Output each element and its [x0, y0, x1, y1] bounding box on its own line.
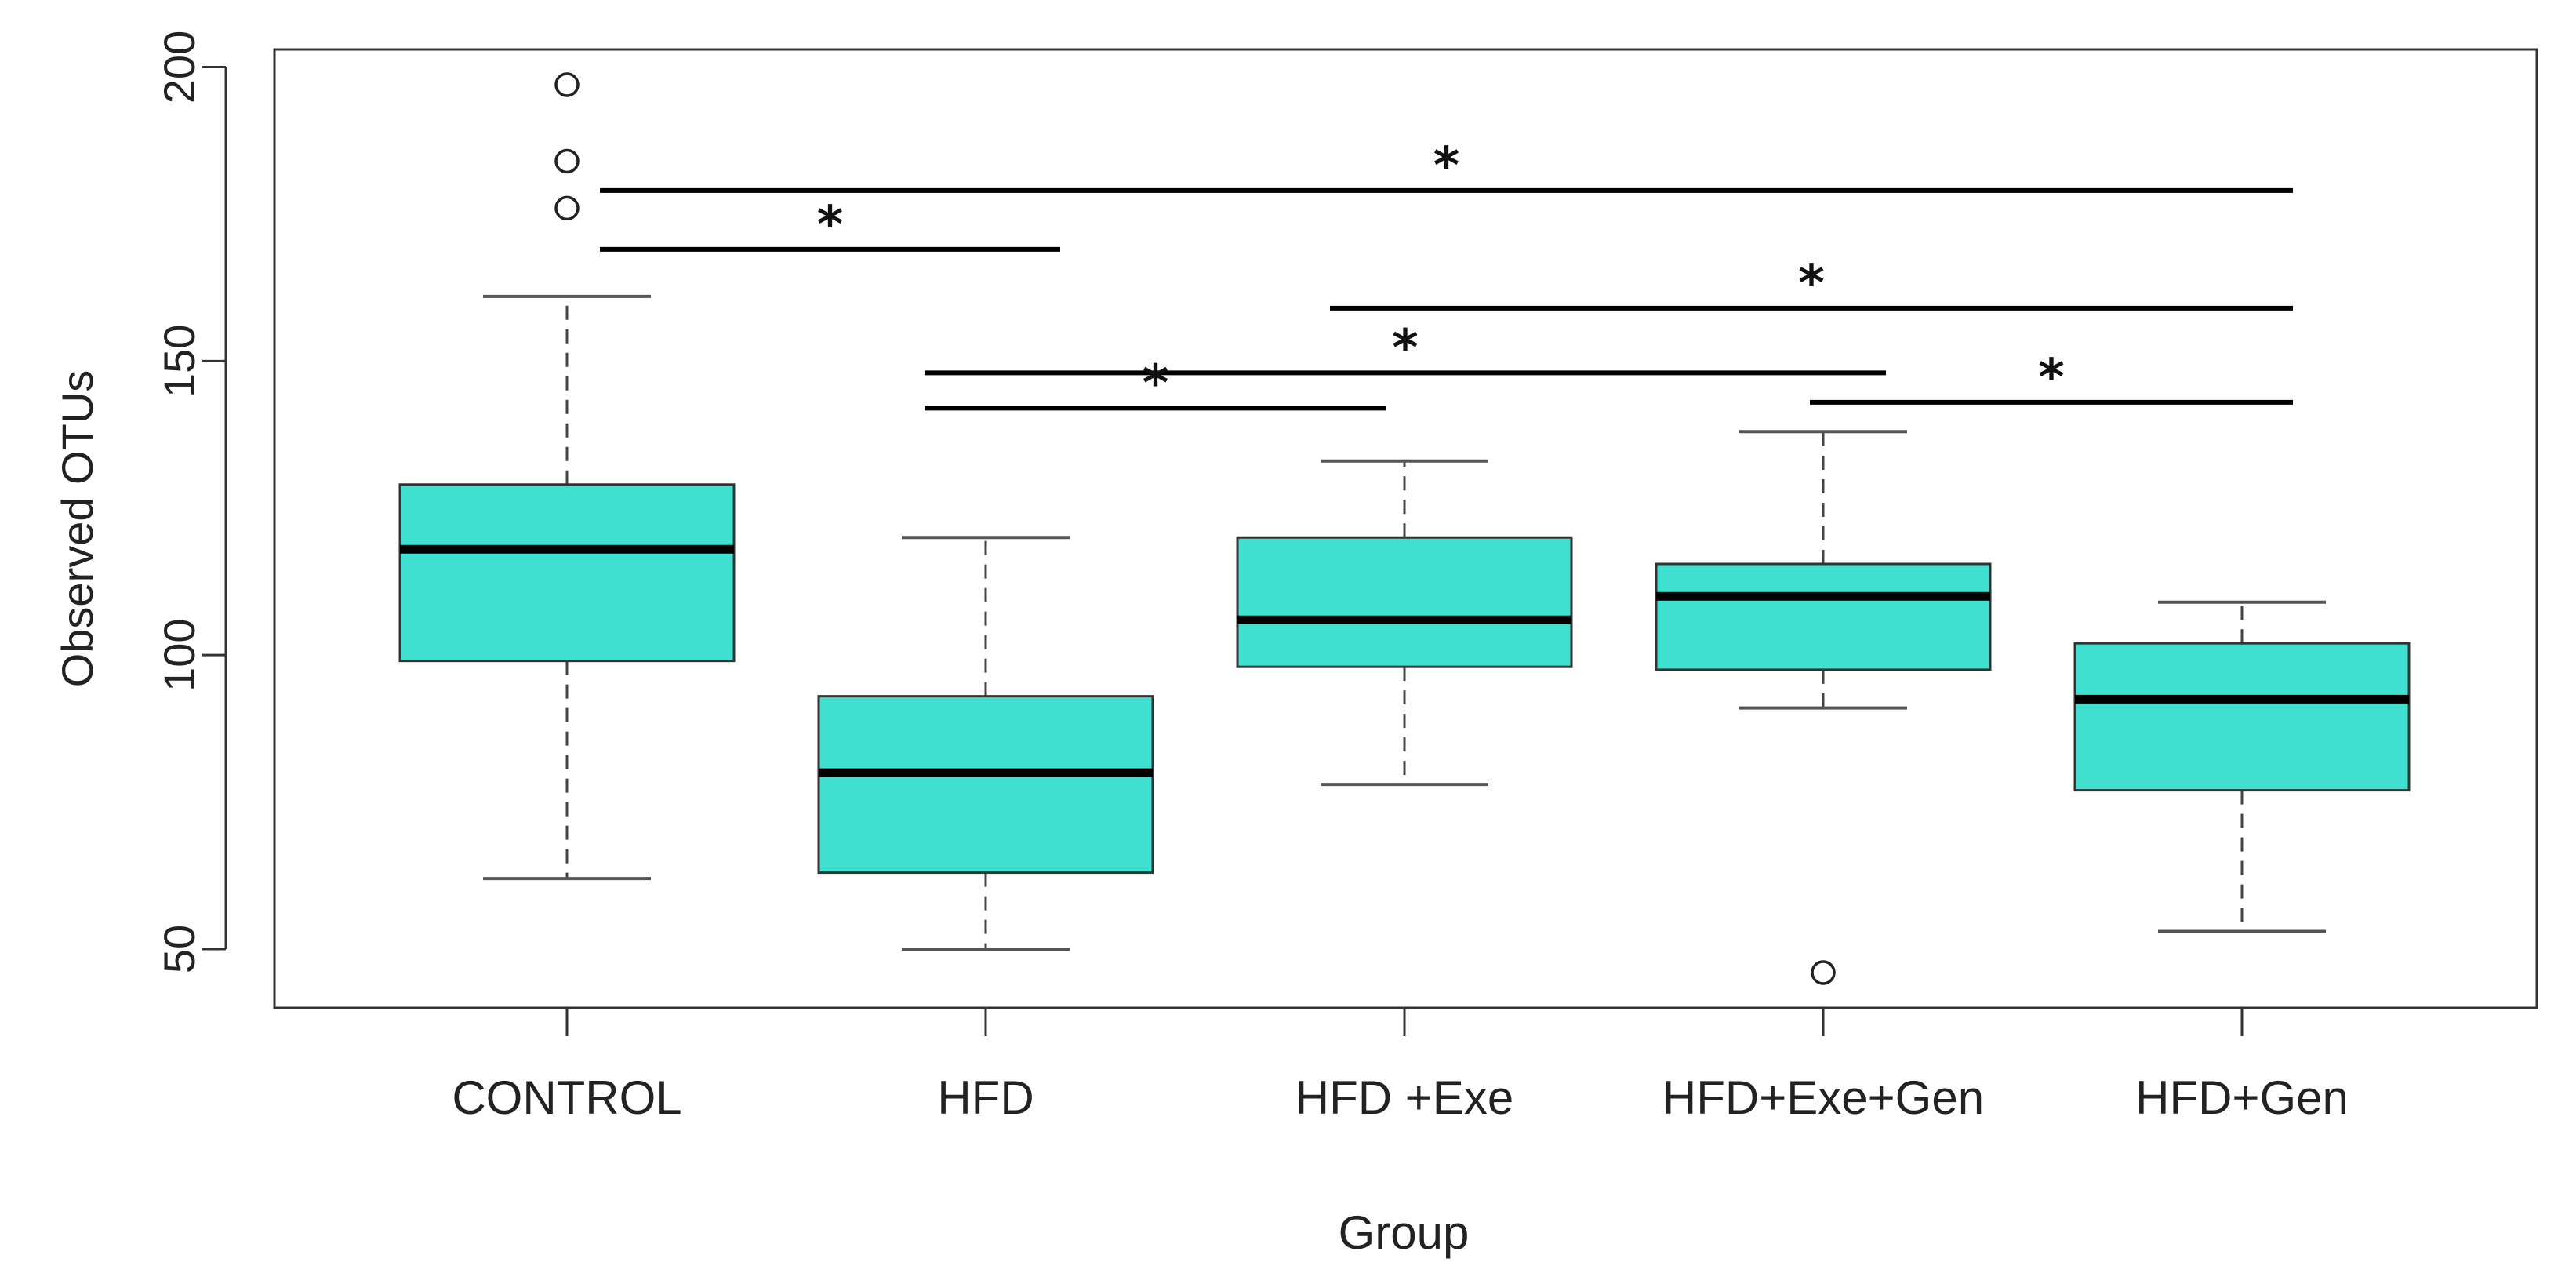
outlier-point: [554, 72, 580, 97]
significance-star: *: [1392, 319, 1418, 377]
y-tick-label: 200: [154, 31, 204, 104]
significance-star: *: [817, 196, 843, 254]
x-tick-label: HFD +Exe: [1295, 1071, 1513, 1124]
significance-star: *: [1798, 255, 1824, 313]
box-CONTROL: [398, 483, 736, 663]
y-tick-label: 50: [154, 925, 204, 973]
chart-marks: 50 100 150 200 CONTROL HFD HFD +Exe HFD+Exe+Gen…: [154, 31, 2411, 1124]
outlier-point: [554, 148, 580, 174]
x-tick-label: CONTROL: [452, 1071, 681, 1124]
box-HFD+Gen: [2073, 642, 2411, 792]
y-tick-label: 100: [154, 618, 204, 691]
x-tick-label: HFD+Exe+Gen: [1662, 1071, 1984, 1124]
significance-star: *: [1433, 137, 1459, 195]
x-axis-label: Group: [1339, 1206, 1470, 1259]
x-tick-label: HFD+Gen: [2135, 1071, 2349, 1124]
y-axis-label: Observed OTUs: [53, 370, 102, 688]
box-HFD+Exe+Gen: [1655, 562, 1992, 671]
x-tick-label: HFD: [937, 1071, 1034, 1124]
outlier-point: [1811, 960, 1836, 985]
box-HFD +Exe: [1236, 536, 1573, 668]
outlier-point: [554, 195, 580, 221]
box-HFD: [817, 695, 1154, 875]
significance-star: *: [1143, 355, 1168, 413]
significance-star: *: [2038, 349, 2064, 407]
y-tick-label: 150: [154, 325, 204, 398]
